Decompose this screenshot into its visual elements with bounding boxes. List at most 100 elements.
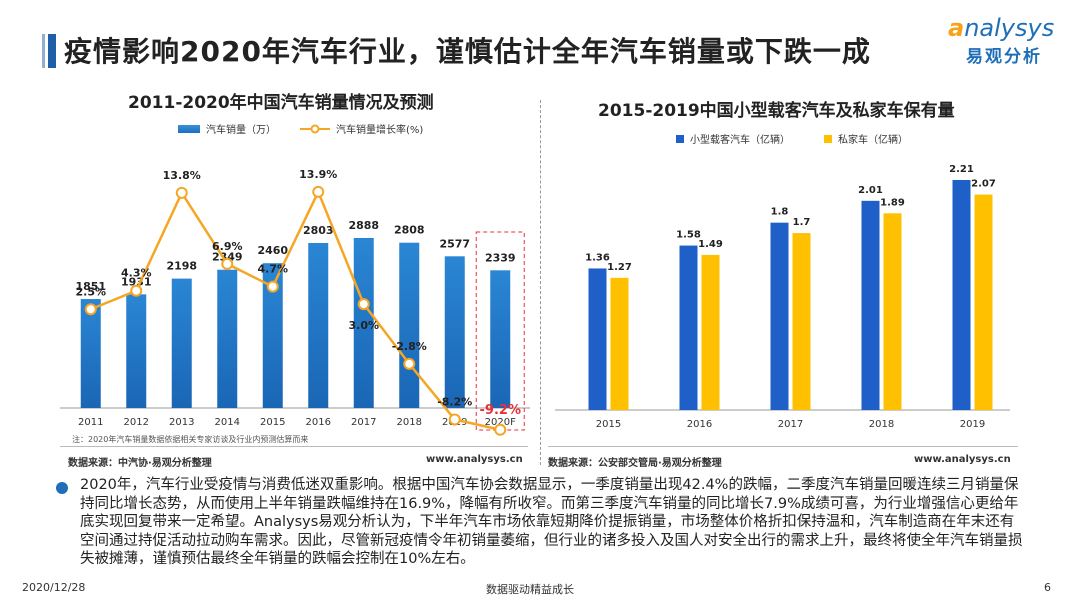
page-title: 疫情影响2020年汽车行业，谨慎估计全年汽车销量或下跌一成 — [64, 35, 871, 68]
sales-value-label: 2198 — [166, 260, 197, 273]
passenger-car-bar — [588, 268, 607, 410]
x-tick-label: 2011 — [78, 417, 103, 428]
private-car-value-label: 1.89 — [880, 197, 905, 208]
growth-rate-label: 4.3% — [121, 267, 152, 280]
growth-rate-label: -9.2% — [480, 403, 521, 418]
x-tick-label: 2013 — [169, 417, 194, 428]
x-tick-label: 2017 — [778, 419, 803, 430]
chart-divider — [540, 100, 541, 465]
private-car-value-label: 1.7 — [793, 217, 811, 228]
sales-bar — [444, 256, 465, 408]
passenger-car-value-label: 2.21 — [949, 164, 974, 175]
private-car-bar — [792, 233, 811, 410]
sales-bar — [126, 294, 147, 408]
chart2-title: 2015-2019中国小型载客汽车及私家车保有量 — [598, 101, 955, 121]
passenger-car-bar — [861, 200, 880, 410]
x-tick-label: 2020F — [485, 417, 516, 428]
title-accent-thin — [42, 34, 45, 68]
sales-value-label: 2803 — [303, 224, 334, 237]
chart1-note: 注：2020年汽车销量数据依据相关专家访谈及行业内预测估算而来 — [72, 435, 309, 444]
legend-bar-label: 汽车销量（万） — [206, 125, 276, 136]
sales-value-label: 1931 — [121, 275, 152, 288]
private-car-value-label: 2.07 — [971, 179, 996, 190]
x-tick-label: 2018 — [869, 419, 894, 430]
chart1-url: www.analysys.cn — [426, 454, 523, 465]
legend-private-swatch — [824, 134, 832, 143]
growth-rate-line — [90, 188, 501, 431]
x-tick-label: 2019 — [960, 419, 985, 430]
footer-page-number: 6 — [1044, 581, 1051, 594]
legend-passenger-swatch — [676, 134, 684, 143]
x-tick-label: 2015 — [260, 417, 285, 428]
sales-bar — [171, 278, 192, 408]
footer-date: 2020/12/28 — [22, 581, 86, 594]
legend-line-label: 汽车销量增长率(%) — [336, 125, 424, 136]
x-tick-label: 2016 — [306, 417, 331, 428]
chart1-canvas: 1851201119312012219820132349201424602015… — [60, 168, 530, 436]
x-tick-label: 2016 — [687, 419, 712, 430]
passenger-car-value-label: 1.58 — [676, 230, 701, 241]
sales-value-label: 2339 — [485, 251, 516, 264]
sales-bar — [490, 270, 511, 408]
private-car-bar — [974, 194, 993, 410]
growth-rate-label: -8.2% — [437, 395, 472, 408]
growth-rate-label: 6.9% — [212, 240, 243, 253]
chart1-source: 数据来源：中汽协·易观分析整理 — [68, 458, 212, 469]
x-tick-label: 2018 — [397, 417, 422, 428]
passenger-car-bar — [770, 222, 789, 410]
logo-chinese: 易观分析 — [966, 47, 1042, 67]
title-accent-bar — [48, 34, 56, 68]
sales-value-label: 2888 — [348, 219, 379, 232]
growth-rate-label: 3.0% — [348, 319, 379, 332]
private-car-bar — [883, 213, 902, 410]
sales-bar — [217, 269, 238, 408]
private-car-value-label: 1.27 — [607, 262, 632, 273]
growth-rate-point — [221, 257, 234, 270]
sales-value-label: 2577 — [439, 237, 470, 250]
chart2-url: www.analysys.cn — [914, 454, 1011, 465]
growth-rate-point — [494, 423, 507, 436]
growth-rate-point — [266, 280, 279, 293]
chart2-separator — [548, 446, 1018, 447]
private-car-bar — [610, 277, 629, 410]
sales-bar — [399, 242, 420, 408]
growth-rate-label: 13.9% — [299, 168, 337, 181]
growth-rate-point — [130, 284, 143, 297]
logo-initial: a — [948, 14, 965, 42]
chart2-source: 数据来源：公安部交管局·易观分析整理 — [548, 458, 722, 469]
growth-rate-point — [403, 357, 416, 370]
growth-rate-point — [357, 298, 370, 311]
chart1-separator — [60, 446, 528, 447]
x-tick-label: 2015 — [596, 419, 621, 430]
chart1-title: 2011-2020年中国汽车销量情况及预测 — [128, 93, 434, 113]
legend-private-label: 私家车（亿辆） — [838, 135, 908, 146]
sales-bar — [353, 238, 374, 408]
sales-value-label: 1851 — [75, 280, 106, 293]
legend-bar-swatch — [178, 124, 200, 133]
body-paragraph: 2020年，汽车行业受疫情与消费低迷双重影响。根据中国汽车协会数据显示，一季度销… — [80, 477, 1023, 567]
sales-value-label: 2808 — [394, 224, 425, 237]
passenger-car-bar — [679, 245, 698, 410]
x-tick-label: 2012 — [124, 417, 149, 428]
chart1-legend: 汽车销量（万） 汽车销量增长率(%) — [178, 121, 423, 136]
growth-rate-point — [175, 186, 188, 199]
x-tick-label: 2014 — [215, 417, 240, 428]
chart2-legend: 小型载客汽车（亿辆） 私家车（亿辆） — [676, 131, 908, 146]
legend-line-swatch — [300, 124, 330, 133]
x-tick-label: 2017 — [351, 417, 376, 428]
growth-rate-point — [312, 185, 325, 198]
private-car-value-label: 1.49 — [698, 239, 723, 250]
chart2-canvas: 1.361.27 2015 1.581.49 2016 1.8 1.7 2017 2.011.… — [555, 164, 1010, 430]
passenger-car-value-label: 2.01 — [858, 185, 883, 196]
sales-bar — [308, 243, 329, 408]
growth-rate-point — [448, 413, 461, 426]
sales-bar — [262, 263, 283, 408]
sales-bar — [80, 299, 101, 408]
growth-rate-label: -2.8% — [392, 340, 427, 353]
private-car-bar — [701, 254, 720, 410]
legend-passenger-label: 小型载客汽车（亿辆） — [690, 135, 790, 146]
footer-slogan: 数据驱动精益成长 — [486, 583, 574, 596]
analysys-logo: analysys 易观分析 — [948, 14, 1058, 74]
sales-value-label: 2460 — [257, 244, 288, 257]
growth-rate-point — [84, 303, 97, 316]
